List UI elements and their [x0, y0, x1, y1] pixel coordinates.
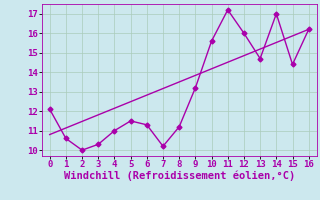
- X-axis label: Windchill (Refroidissement éolien,°C): Windchill (Refroidissement éolien,°C): [64, 171, 295, 181]
